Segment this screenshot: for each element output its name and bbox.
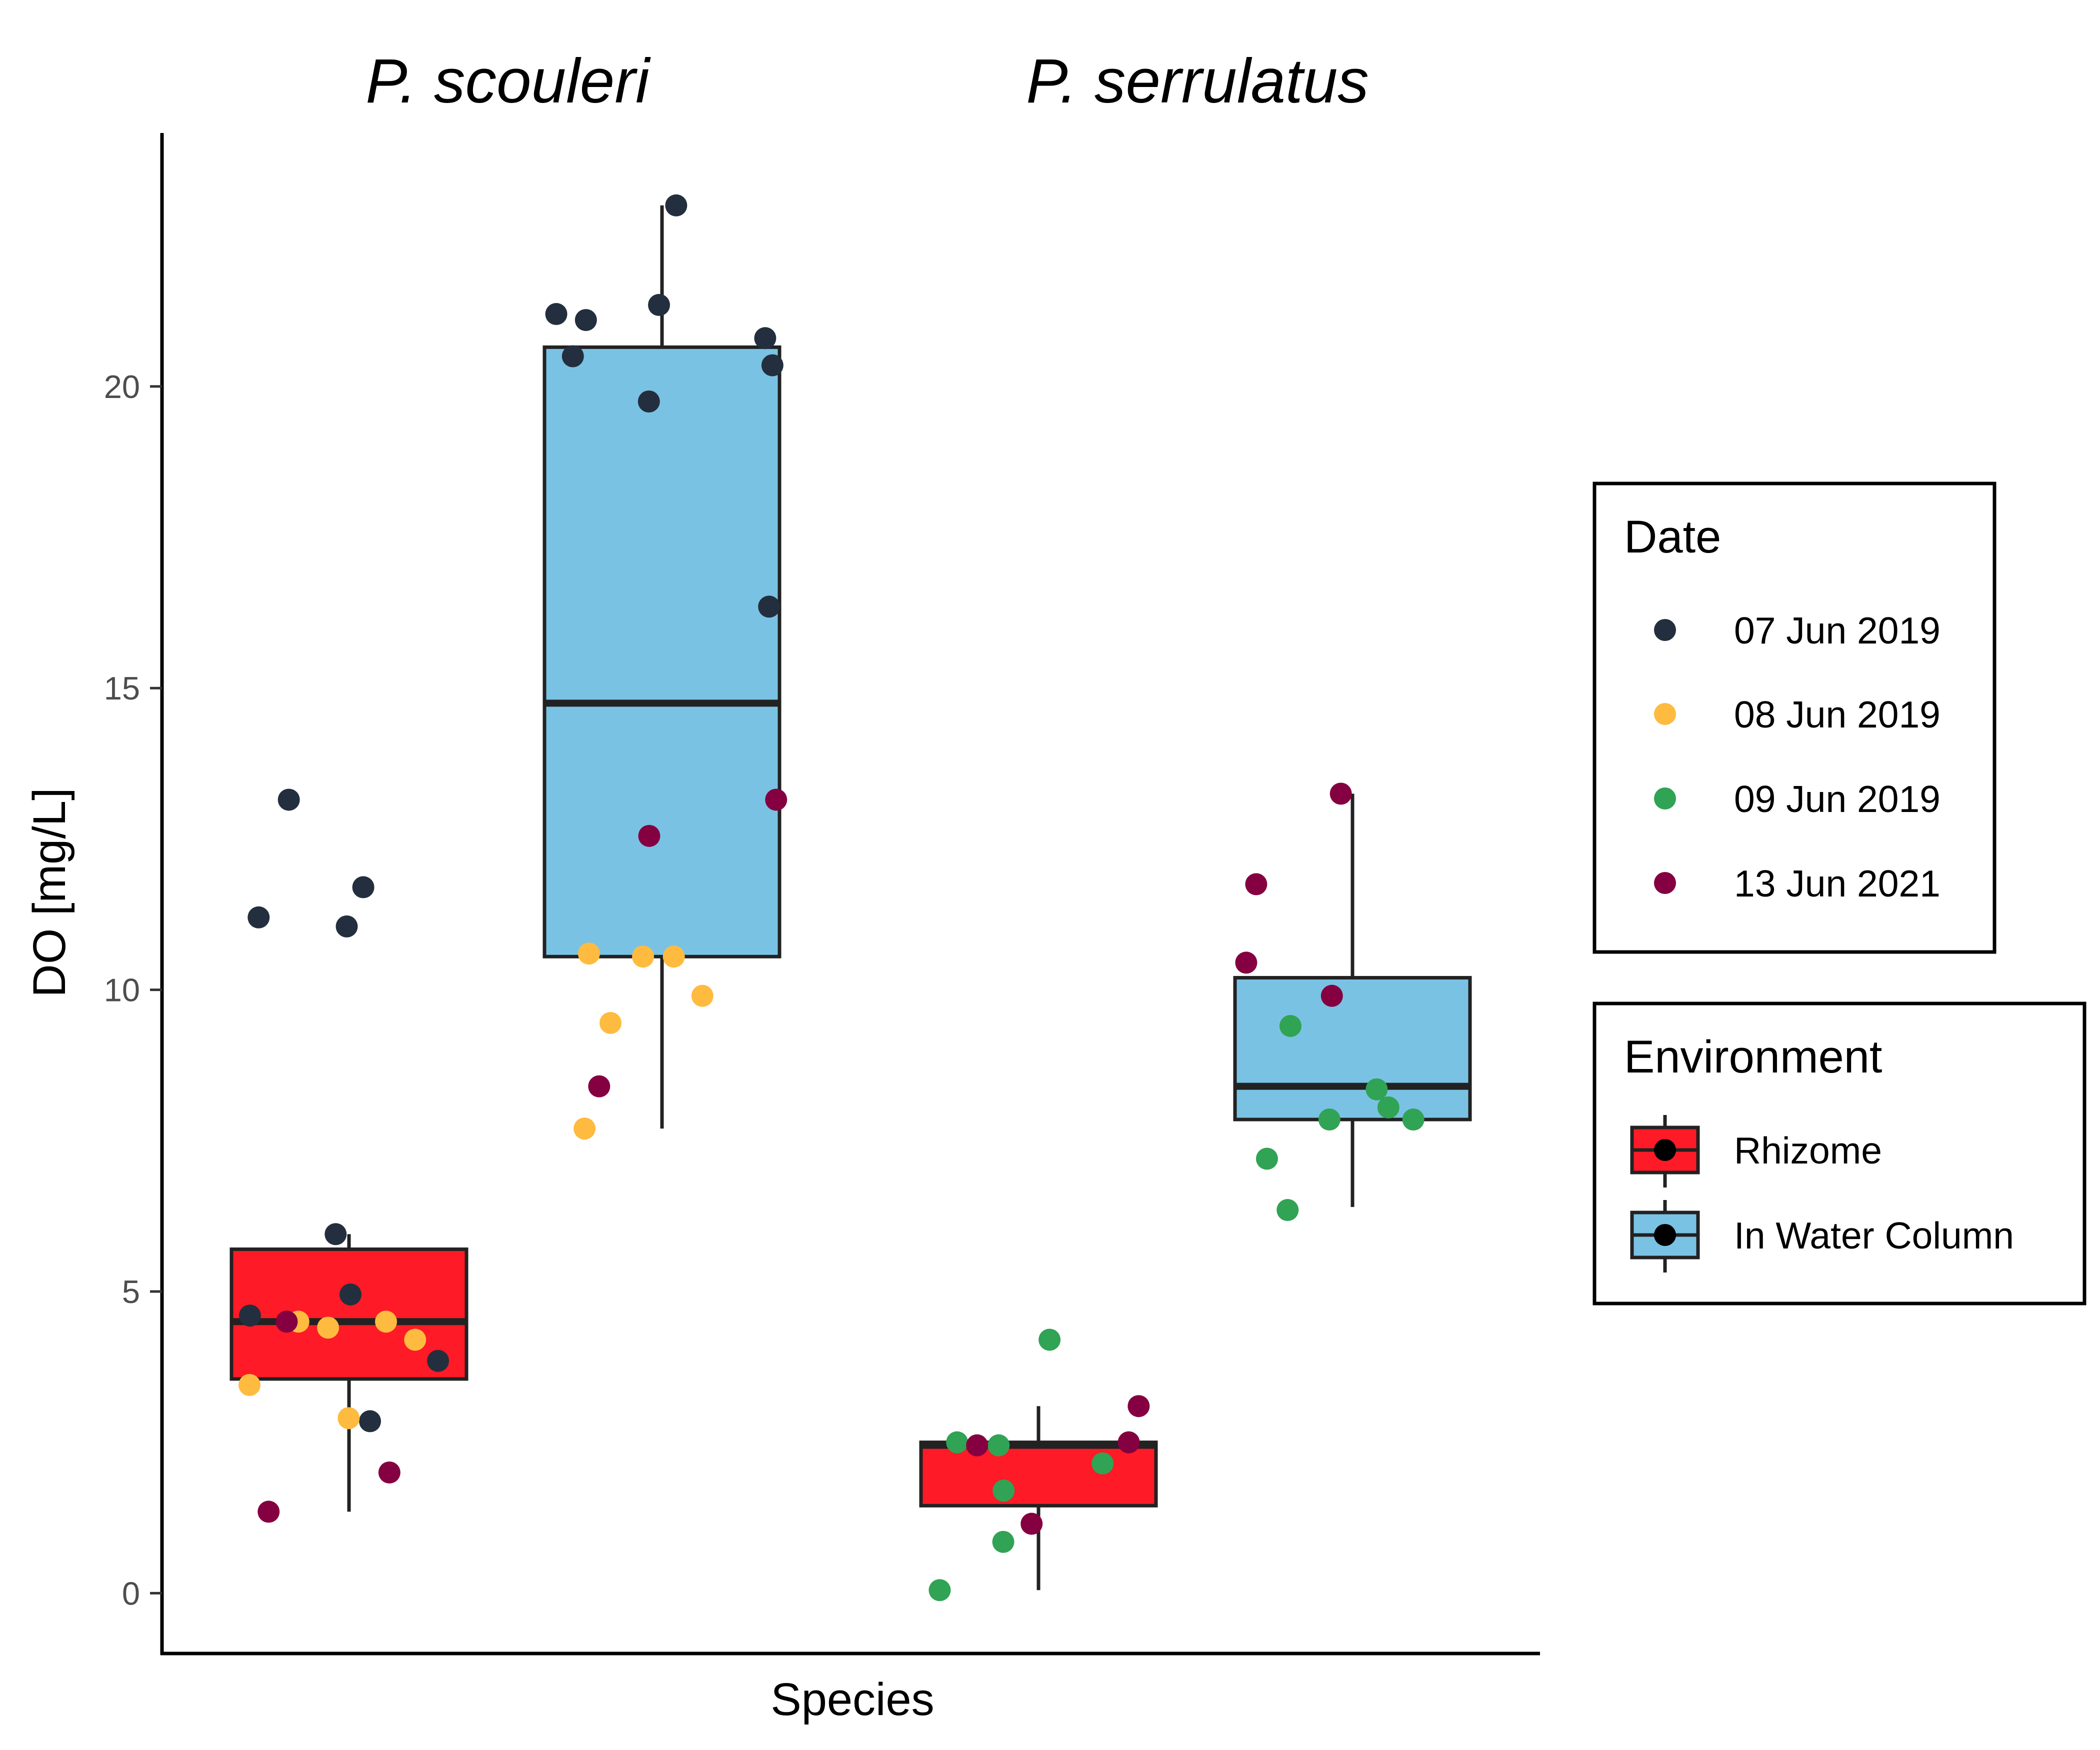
point-p-scouleri-rhizome-08-jun-2019	[338, 1407, 360, 1430]
environment-legend-label-in-water-column: In Water Column	[1734, 1214, 2014, 1256]
point-p-scouleri-in-water-column-08-jun-2019	[632, 946, 654, 968]
point-p-scouleri-in-water-column-07-jun-2019	[665, 194, 688, 216]
point-p-serrulatus-in-water-column-09-jun-2019	[1366, 1078, 1388, 1100]
date-legend-label-13-jun-2021: 13 Jun 2021	[1734, 862, 1940, 904]
point-p-serrulatus-in-water-column-09-jun-2019	[1402, 1108, 1424, 1131]
date-legend-key-13-jun-2021	[1654, 872, 1676, 894]
point-p-scouleri-in-water-column-07-jun-2019	[562, 345, 584, 368]
points-layer	[238, 194, 1424, 1602]
point-p-scouleri-in-water-column-08-jun-2019	[691, 984, 714, 1007]
date-legend-label-09-jun-2019: 09 Jun 2019	[1734, 778, 1940, 820]
date-legend-key-08-jun-2019	[1654, 703, 1676, 725]
point-p-scouleri-in-water-column-07-jun-2019	[754, 327, 776, 350]
point-p-scouleri-rhizome-07-jun-2019	[339, 1283, 362, 1306]
box-p-scouleri-in-water-column	[542, 345, 782, 958]
environment-legend-key-in-water-column	[1630, 1200, 1700, 1272]
point-p-scouleri-in-water-column-08-jun-2019	[578, 942, 600, 965]
point-p-scouleri-in-water-column-07-jun-2019	[638, 390, 660, 413]
point-p-scouleri-in-water-column-07-jun-2019	[574, 309, 597, 332]
box-p-serrulatus-in-water-column	[1233, 976, 1472, 1122]
species-label-p-serrulatus: P. serrulatus	[1026, 46, 1369, 116]
date-legend-label-08-jun-2019: 08 Jun 2019	[1734, 694, 1940, 736]
box-p-scouleri-rhizome	[230, 1247, 468, 1381]
point-p-scouleri-in-water-column-08-jun-2019	[574, 1118, 596, 1140]
point-p-scouleri-in-water-column-08-jun-2019	[599, 1012, 622, 1034]
point-p-serrulatus-in-water-column-09-jun-2019	[1279, 1014, 1302, 1037]
y-tick-label: 15	[104, 670, 140, 706]
species-label-p-scouleri: P. scouleri	[366, 46, 651, 116]
point-p-scouleri-rhizome-07-jun-2019	[352, 876, 374, 898]
point-p-serrulatus-in-water-column-09-jun-2019	[1276, 1199, 1299, 1222]
y-axis-title: DO [mg/L]	[24, 788, 75, 997]
point-p-scouleri-rhizome-08-jun-2019	[374, 1310, 397, 1333]
point-p-scouleri-rhizome-07-jun-2019	[248, 906, 270, 928]
date-legend: Date 07 Jun 2019 08 Jun 2019 09 Jun 2019…	[1592, 482, 1996, 954]
point-p-scouleri-rhizome-07-jun-2019	[336, 915, 358, 938]
point-p-scouleri-rhizome-07-jun-2019	[278, 788, 300, 811]
point-p-serrulatus-in-water-column-13-jun-2021	[1320, 984, 1343, 1007]
point-p-serrulatus-in-water-column-09-jun-2019	[1256, 1148, 1278, 1170]
point-p-serrulatus-rhizome-13-jun-2021	[1020, 1512, 1043, 1535]
point-p-serrulatus-in-water-column-13-jun-2021	[1235, 952, 1258, 974]
point-p-scouleri-rhizome-08-jun-2019	[404, 1328, 426, 1351]
date-legend-label-07-jun-2019: 07 Jun 2019	[1734, 610, 1940, 652]
date-legend-key-09-jun-2019	[1654, 788, 1676, 810]
environment-legend-key-rhizome	[1630, 1115, 1700, 1188]
point-p-scouleri-rhizome-08-jun-2019	[317, 1316, 340, 1339]
point-p-scouleri-rhizome-08-jun-2019	[238, 1374, 260, 1396]
point-p-serrulatus-rhizome-09-jun-2019	[1038, 1328, 1061, 1351]
point-p-serrulatus-rhizome-13-jun-2021	[966, 1434, 988, 1456]
point-p-scouleri-in-water-column-07-jun-2019	[761, 354, 784, 376]
point-p-scouleri-rhizome-13-jun-2021	[258, 1500, 280, 1523]
environment-legend-label-rhizome: Rhizome	[1734, 1130, 1882, 1172]
point-p-serrulatus-rhizome-09-jun-2019	[1092, 1452, 1114, 1474]
y-tick-label: 0	[122, 1575, 140, 1612]
point-p-scouleri-rhizome-07-jun-2019	[359, 1410, 382, 1432]
environment-legend-title: Environment	[1624, 1032, 1882, 1082]
point-p-serrulatus-rhizome-09-jun-2019	[988, 1434, 1010, 1456]
date-legend-title: Date	[1624, 512, 1721, 562]
point-p-scouleri-in-water-column-07-jun-2019	[758, 596, 780, 618]
point-p-scouleri-rhizome-07-jun-2019	[324, 1223, 347, 1246]
date-legend-key-07-jun-2019	[1654, 619, 1676, 641]
point-p-serrulatus-rhizome-09-jun-2019	[946, 1431, 968, 1454]
point-p-serrulatus-rhizome-13-jun-2021	[1118, 1431, 1140, 1454]
point-p-scouleri-in-water-column-13-jun-2021	[588, 1075, 610, 1098]
point-p-scouleri-rhizome-13-jun-2021	[276, 1310, 298, 1333]
point-p-serrulatus-in-water-column-13-jun-2021	[1245, 873, 1268, 896]
point-p-serrulatus-in-water-column-13-jun-2021	[1330, 782, 1352, 805]
point-p-scouleri-in-water-column-13-jun-2021	[638, 824, 660, 847]
point-p-serrulatus-rhizome-13-jun-2021	[1128, 1395, 1150, 1418]
y-tick-label: 5	[122, 1274, 140, 1310]
point-p-scouleri-rhizome-07-jun-2019	[427, 1350, 450, 1372]
point-p-serrulatus-in-water-column-09-jun-2019	[1377, 1096, 1400, 1118]
y-axis-ticks: 0 5 10 15 20	[104, 368, 162, 1612]
point-p-serrulatus-rhizome-09-jun-2019	[928, 1579, 951, 1602]
point-p-scouleri-in-water-column-07-jun-2019	[545, 303, 568, 326]
environment-legend: Environment Rhizome In Water Column	[1592, 1002, 2086, 1306]
point-p-scouleri-in-water-column-13-jun-2021	[765, 788, 788, 811]
point-p-scouleri-in-water-column-08-jun-2019	[662, 946, 685, 968]
point-p-scouleri-in-water-column-07-jun-2019	[648, 294, 670, 316]
y-tick-label: 20	[104, 368, 140, 405]
point-p-serrulatus-rhizome-09-jun-2019	[992, 1530, 1014, 1553]
y-tick-label: 10	[104, 972, 140, 1008]
point-p-scouleri-rhizome-07-jun-2019	[238, 1304, 261, 1327]
point-p-serrulatus-rhizome-09-jun-2019	[992, 1480, 1015, 1502]
boxes-layer	[230, 205, 1472, 1590]
x-axis-title: Species	[770, 1674, 934, 1725]
point-p-scouleri-rhizome-13-jun-2021	[378, 1461, 400, 1484]
point-p-serrulatus-in-water-column-09-jun-2019	[1318, 1108, 1340, 1131]
